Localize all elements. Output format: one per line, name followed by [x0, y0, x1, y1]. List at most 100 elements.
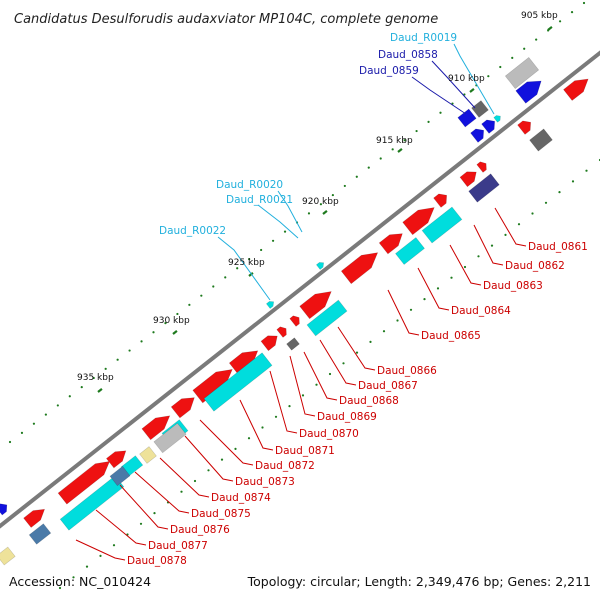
minor-tick-dot: [391, 148, 394, 151]
gene-forward: [563, 78, 589, 101]
minor-tick-dot: [403, 139, 406, 142]
gene-label-0877[interactable]: Daud_0877: [148, 540, 208, 552]
minor-tick-dot: [139, 522, 143, 525]
gene-forward: [260, 335, 278, 352]
gene-label-0858[interactable]: Daud_0858: [378, 49, 438, 61]
leader-line: [453, 43, 495, 115]
gene-label-R0021[interactable]: Daud_R0021: [226, 194, 293, 206]
gene-label-R0019[interactable]: Daud_R0019: [390, 32, 457, 44]
gene-forward: [170, 397, 195, 419]
minor-tick-dot: [112, 544, 116, 547]
tick-label-920: 920 kbp: [302, 197, 339, 207]
minor-tick-dot: [248, 257, 251, 261]
minor-tick-dot: [396, 319, 399, 322]
minor-tick-dot: [582, 1, 586, 5]
gene-gray: [504, 56, 540, 90]
leader-line: [257, 204, 299, 239]
gene-dark: [529, 128, 553, 152]
gene-label-0859[interactable]: Daud_0859: [359, 65, 419, 77]
genome-title: Candidatus Desulforudis audaxviator MP10…: [14, 12, 438, 27]
gene-label-0864[interactable]: Daud_0864: [451, 305, 511, 317]
minor-tick-dot: [20, 431, 24, 434]
minor-tick-dot: [92, 376, 95, 380]
minor-tick-dot: [342, 362, 345, 365]
leader-line: [417, 267, 450, 311]
gene-label-0869[interactable]: Daud_0869: [317, 411, 377, 423]
minor-tick-dot: [188, 303, 191, 306]
gene-label-0874[interactable]: Daud_0874: [211, 492, 271, 504]
minor-tick-dot: [531, 212, 534, 215]
leader-line: [159, 457, 210, 498]
minor-tick-dot: [571, 180, 575, 183]
major-tick: [397, 148, 403, 153]
leader-line: [337, 326, 376, 371]
topology-text: Topology: circular; Length: 2,349,476 bp…: [247, 574, 591, 589]
gene-forward: [476, 161, 487, 173]
minor-tick-dot: [288, 405, 291, 408]
leader-line: [494, 207, 527, 247]
minor-tick-dot: [369, 340, 372, 343]
minor-tick-dot: [307, 212, 311, 215]
gene-label-0862[interactable]: Daud_0862: [505, 260, 565, 272]
minor-tick-dot: [535, 38, 538, 41]
minor-tick-dot: [367, 166, 370, 169]
gene-label-0861[interactable]: Daud_0861: [528, 241, 588, 253]
gene-rna: [493, 115, 501, 123]
gene-label-0870[interactable]: Daud_0870: [299, 428, 359, 440]
minor-tick-dot: [477, 255, 480, 258]
leader-line: [184, 435, 234, 482]
leader-line: [75, 539, 126, 561]
gene-label-R0022[interactable]: Daud_R0022: [159, 225, 226, 237]
minor-tick-dot: [570, 11, 574, 14]
gene-label-0867[interactable]: Daud_0867: [358, 380, 418, 392]
minor-tick-dot: [427, 120, 430, 123]
gene-label-0873[interactable]: Daud_0873: [235, 476, 295, 488]
minor-tick-dot: [315, 383, 318, 386]
gene-khaki: [0, 546, 16, 566]
gene-blue: [515, 80, 542, 104]
leader-line: [95, 509, 147, 546]
gene-label-0868[interactable]: Daud_0868: [339, 395, 399, 407]
minor-tick-dot: [164, 322, 167, 325]
gene-label-0878[interactable]: Daud_0878: [127, 555, 187, 567]
gene-rna: [265, 301, 275, 309]
leader-line: [239, 399, 274, 451]
gene-label-0866[interactable]: Daud_0866: [377, 365, 437, 377]
minor-tick-dot: [68, 395, 71, 398]
minor-tick-dot: [490, 244, 494, 247]
minor-tick-dot: [436, 287, 440, 290]
minor-tick-dot: [247, 437, 251, 440]
minor-tick-dot: [463, 265, 467, 269]
minor-tick-dot: [80, 386, 83, 389]
gene-label-0875[interactable]: Daud_0875: [191, 508, 251, 520]
leader-line: [119, 484, 169, 530]
minor-tick-dot: [220, 458, 224, 461]
gene-gray: [153, 422, 187, 454]
minor-tick-dots: [8, 1, 600, 590]
gene-forward: [340, 252, 379, 285]
major-tick: [248, 272, 254, 277]
minor-tick-dot: [331, 193, 334, 197]
minor-tick-dot: [140, 340, 143, 343]
minor-tick-dot: [153, 511, 156, 515]
minor-tick-dot: [511, 56, 514, 59]
gene-label-0863[interactable]: Daud_0863: [483, 280, 543, 292]
gene-label-0871[interactable]: Daud_0871: [275, 445, 335, 457]
gene-cds: [395, 237, 425, 265]
minor-tick-dot: [409, 308, 413, 311]
major-tick: [469, 88, 475, 93]
gene-label-0876[interactable]: Daud_0876: [170, 524, 230, 536]
minor-tick-dot: [116, 358, 119, 361]
minor-tick-dot: [274, 415, 278, 418]
gene-label-0865[interactable]: Daud_0865: [421, 330, 481, 342]
gene-navy: [468, 173, 500, 203]
minor-tick-dot: [517, 223, 521, 226]
minor-tick-dot: [450, 276, 453, 279]
gene-khaki: [139, 446, 157, 464]
gene-label-R0020[interactable]: Daud_R0020: [216, 179, 283, 191]
leader-line: [431, 60, 476, 109]
gene-label-0872[interactable]: Daud_0872: [255, 460, 315, 472]
minor-tick-dot: [224, 276, 227, 279]
gene-forward: [517, 120, 532, 135]
